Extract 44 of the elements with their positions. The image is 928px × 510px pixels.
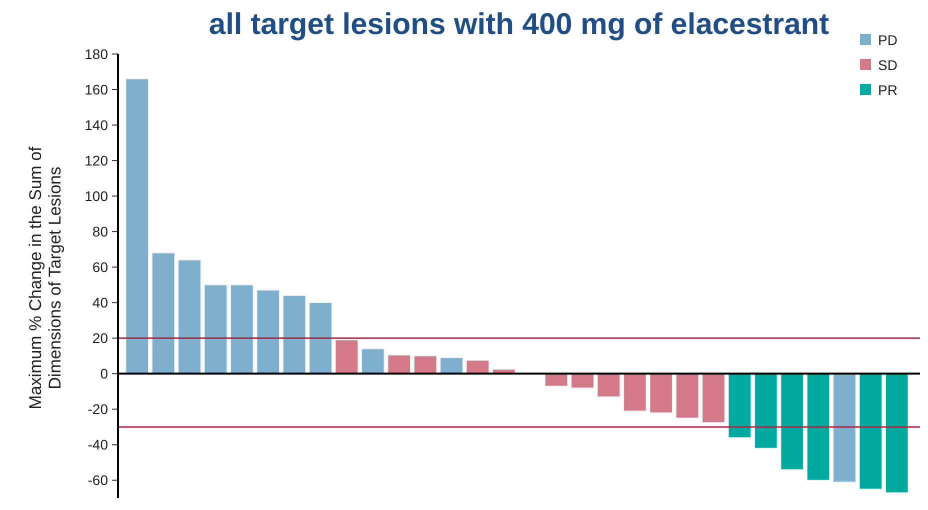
bar [702,373,726,423]
bar [178,260,202,374]
y-tick-label: 40 [92,294,108,311]
y-tick-label: 140 [84,116,108,133]
legend-label: SD [878,56,898,73]
y-axis-title: Maximum % Change in the Sum of Dimensions of Target Lesions [26,146,64,410]
bar [282,295,306,374]
bar [152,252,175,374]
bar [623,373,647,412]
y-tick-label: -20 [88,401,108,418]
chart-title: all target lesions with 400 mg of elacestrant [208,8,830,41]
y-tick-label: -60 [88,472,108,488]
bar [859,373,882,490]
y-tick-label: 20 [92,330,108,346]
y-tick-label: 100 [84,188,108,204]
legend-label: PR [878,82,898,98]
bar [728,373,752,438]
bar [204,284,228,374]
bar [885,373,909,494]
bar [125,78,149,374]
bar [806,373,830,481]
y-tick-label: 180 [84,46,108,62]
bar [544,373,568,387]
y-tick-label: 160 [84,81,108,98]
bar [256,290,280,374]
y-tick-label: -40 [88,436,108,453]
bar [387,354,411,374]
bar [597,373,620,398]
y-tick-label: 80 [92,224,108,240]
bar [780,373,804,470]
bar [335,340,358,374]
bar [308,302,332,374]
y-tick-label: 0 [100,366,108,382]
bar [649,373,673,414]
legend-label: PD [878,32,898,48]
bar [754,373,778,449]
y-tick-label: 60 [92,259,108,276]
bar [414,356,437,374]
bar [230,284,254,374]
y-tick-label: 120 [84,152,108,168]
bar [361,348,385,374]
bar [570,373,594,388]
bar [832,373,856,482]
bar [676,373,699,418]
